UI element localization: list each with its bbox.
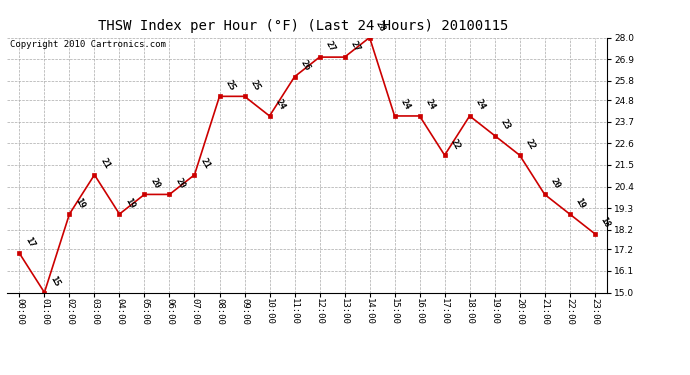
Text: 20: 20 xyxy=(549,177,562,190)
Text: 24: 24 xyxy=(424,98,437,112)
Text: 25: 25 xyxy=(248,78,262,92)
Text: 28: 28 xyxy=(374,20,387,33)
Text: 21: 21 xyxy=(199,157,212,171)
Text: 24: 24 xyxy=(399,98,412,112)
Text: 20: 20 xyxy=(174,177,187,190)
Text: 27: 27 xyxy=(348,39,362,53)
Text: 26: 26 xyxy=(299,59,312,73)
Text: 17: 17 xyxy=(23,235,37,249)
Text: 24: 24 xyxy=(274,98,287,112)
Text: 19: 19 xyxy=(574,196,587,210)
Text: THSW Index per Hour (°F) (Last 24 Hours) 20100115: THSW Index per Hour (°F) (Last 24 Hours)… xyxy=(99,19,509,33)
Text: Copyright 2010 Cartronics.com: Copyright 2010 Cartronics.com xyxy=(10,40,166,49)
Text: 19: 19 xyxy=(124,196,137,210)
Text: 21: 21 xyxy=(99,157,112,171)
Text: 24: 24 xyxy=(474,98,487,112)
Text: 20: 20 xyxy=(148,177,161,190)
Text: 18: 18 xyxy=(599,216,612,229)
Text: 22: 22 xyxy=(524,137,537,151)
Text: 22: 22 xyxy=(448,137,462,151)
Text: 19: 19 xyxy=(74,196,87,210)
Text: 23: 23 xyxy=(499,118,512,131)
Text: 27: 27 xyxy=(324,39,337,53)
Text: 25: 25 xyxy=(224,78,237,92)
Text: 15: 15 xyxy=(48,274,61,288)
